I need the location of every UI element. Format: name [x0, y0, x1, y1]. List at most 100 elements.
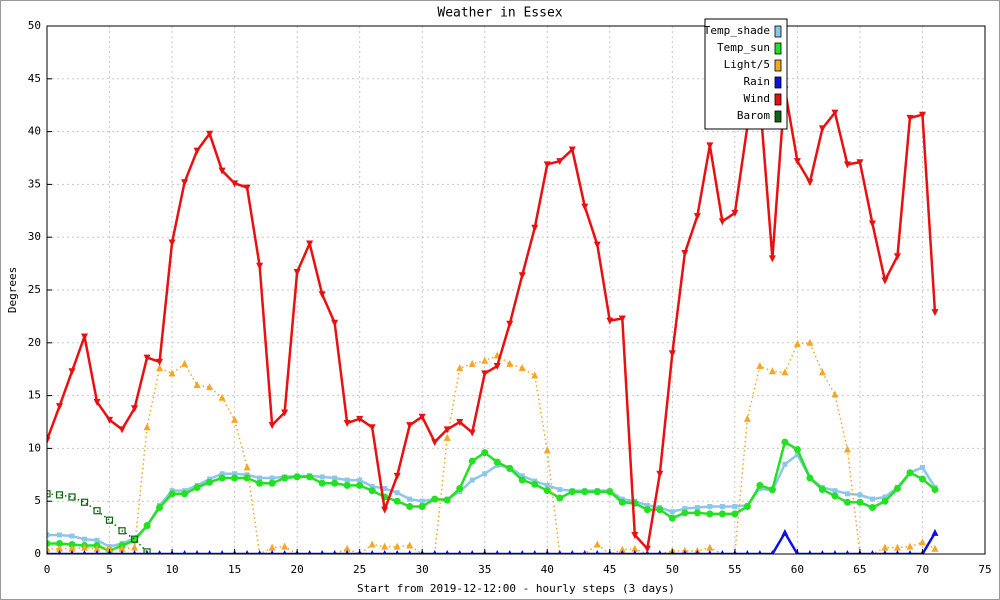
point [282, 550, 287, 554]
point [694, 505, 700, 511]
point [306, 473, 314, 481]
point [431, 439, 439, 447]
point [406, 502, 414, 510]
point [219, 471, 225, 477]
legend: Temp_shade Temp_sun Light/5 Rain Wind Barom [704, 18, 788, 130]
point [806, 338, 814, 346]
point [468, 429, 476, 437]
point [907, 550, 912, 554]
point [368, 540, 376, 548]
point [370, 550, 375, 554]
point [181, 490, 189, 498]
point [843, 498, 851, 506]
point [132, 550, 137, 554]
point [768, 255, 776, 263]
y-tick-label: 35 [28, 177, 41, 190]
point [520, 550, 525, 554]
point [568, 146, 576, 154]
point [556, 158, 564, 166]
point [557, 487, 563, 493]
point [394, 490, 400, 496]
point [131, 405, 139, 413]
point [856, 159, 864, 167]
legend-swatch [774, 25, 782, 38]
point [568, 488, 576, 496]
point [68, 368, 76, 376]
point [406, 541, 414, 549]
point [543, 487, 551, 495]
point [869, 496, 875, 502]
point [118, 527, 126, 535]
point [620, 550, 625, 554]
legend-swatch [774, 93, 782, 106]
point [893, 485, 901, 493]
point [257, 475, 263, 481]
point [781, 368, 789, 376]
point [47, 544, 51, 552]
point [457, 550, 462, 554]
point [857, 492, 863, 498]
point [106, 416, 114, 424]
point [407, 550, 412, 554]
point [881, 543, 889, 551]
point [469, 477, 475, 483]
point [143, 354, 151, 362]
point [868, 220, 876, 228]
x-tick-label: 15 [228, 563, 241, 576]
point [269, 475, 275, 481]
point [368, 424, 376, 432]
x-tick-label: 25 [353, 563, 366, 576]
point [105, 516, 114, 524]
point [143, 423, 151, 431]
point [470, 550, 475, 554]
point [743, 414, 751, 422]
point [843, 161, 851, 169]
point [868, 504, 876, 512]
legend-label: Wind [744, 92, 771, 105]
point [356, 415, 364, 423]
point [556, 494, 564, 502]
point [593, 241, 601, 249]
point [681, 509, 689, 517]
point [831, 109, 839, 117]
point [719, 503, 725, 509]
point [345, 550, 350, 554]
point [794, 452, 800, 458]
point [145, 550, 150, 554]
point [870, 550, 875, 554]
point [47, 490, 51, 498]
point [281, 542, 289, 550]
point [69, 533, 75, 539]
point [443, 496, 451, 504]
point [581, 488, 589, 496]
point [543, 446, 551, 454]
point [381, 542, 389, 550]
y-tick-label: 10 [28, 441, 41, 454]
point [693, 213, 701, 221]
point [506, 464, 514, 472]
point [218, 474, 226, 482]
point [243, 463, 251, 471]
point [693, 509, 701, 517]
y-tick-label: 20 [28, 336, 41, 349]
point [757, 550, 762, 554]
point [543, 161, 551, 169]
point [570, 550, 575, 554]
legend-label: Light/5 [724, 58, 770, 71]
point [745, 550, 750, 554]
x-tick-label: 35 [478, 563, 491, 576]
point [806, 179, 814, 187]
point [306, 240, 314, 248]
point [343, 481, 351, 489]
point [618, 498, 626, 506]
x-tick-label: 0 [44, 563, 51, 576]
point [593, 488, 601, 496]
point [557, 550, 562, 554]
point [168, 239, 176, 247]
legend-swatch [774, 42, 782, 55]
point [818, 486, 826, 494]
point [918, 475, 926, 483]
point [456, 419, 464, 426]
point [193, 147, 201, 155]
